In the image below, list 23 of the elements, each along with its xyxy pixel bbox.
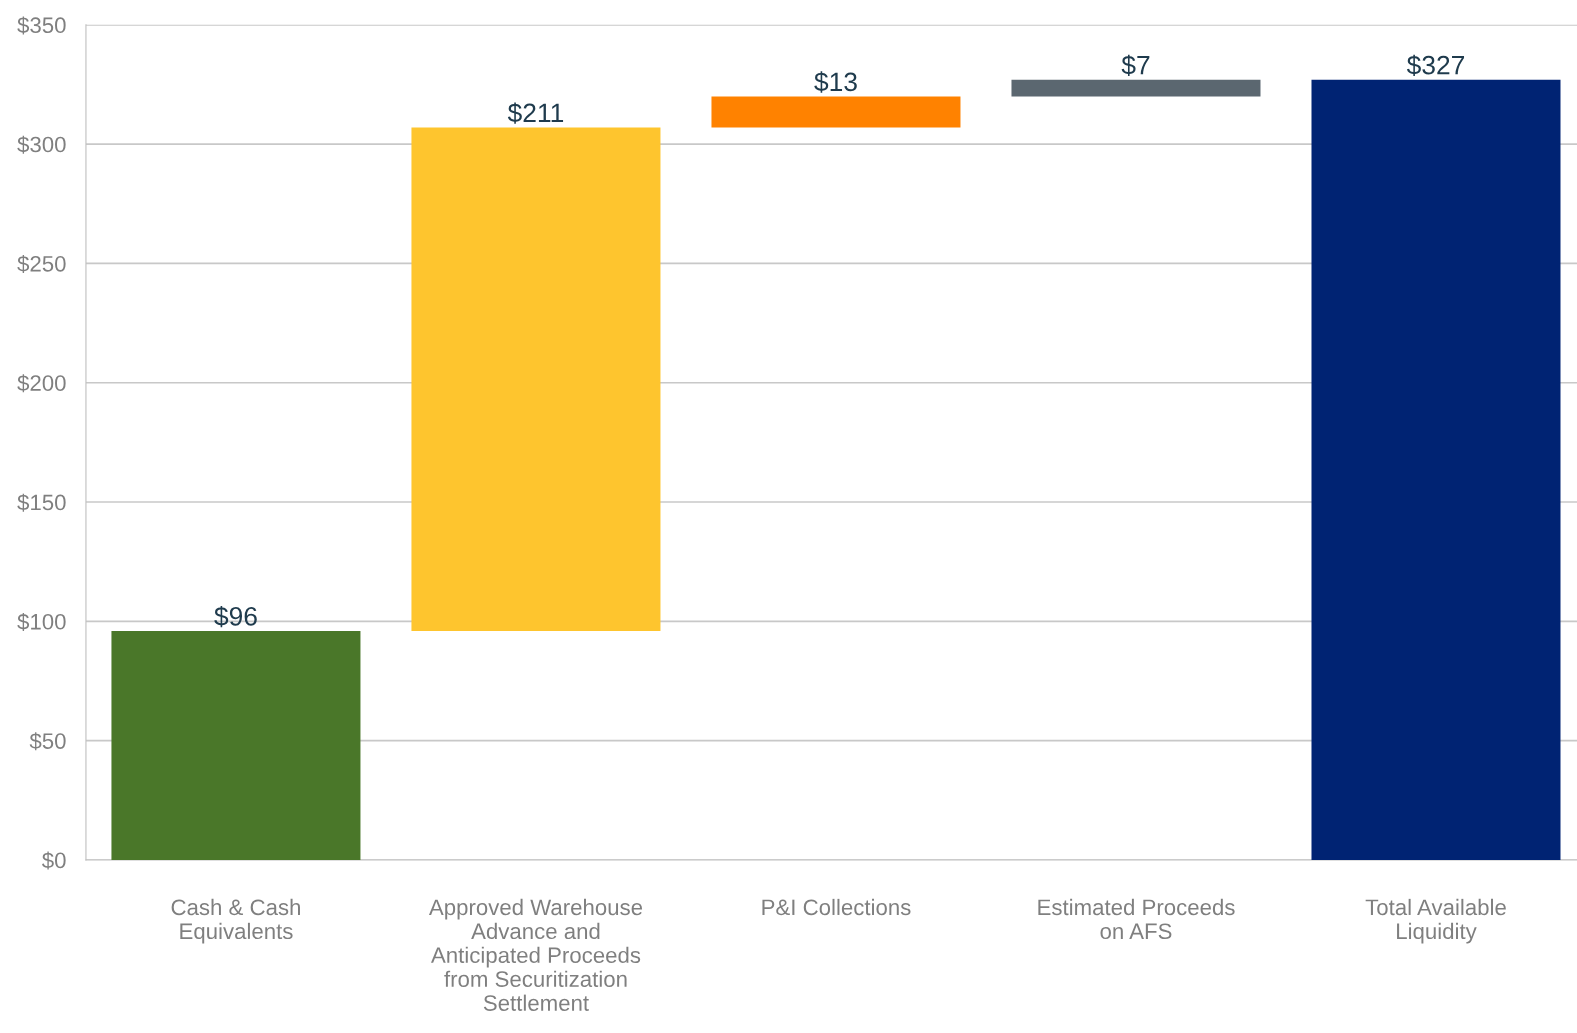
bar <box>111 630 361 860</box>
y-tick-label: $350 <box>17 16 66 35</box>
data-label: $7 <box>1121 54 1150 77</box>
x-tick-label: P&I Collections <box>762 898 911 916</box>
data-label: $96 <box>214 605 257 628</box>
bar <box>1311 79 1561 860</box>
data-label: $13 <box>814 71 857 93</box>
data-label: $327 <box>1406 54 1465 77</box>
y-tick-label: $0 <box>42 851 66 870</box>
x-tick-label: Approved Warehouse Advance and Anticipated Proceeds from Securitization Settlement <box>428 898 643 1011</box>
y-tick-label: $100 <box>17 612 66 631</box>
y-tick-label: $200 <box>17 374 66 393</box>
y-tick-label: $250 <box>17 255 66 274</box>
y-tick-label: $150 <box>17 493 66 512</box>
y-tick-label: $50 <box>29 732 66 751</box>
data-label: $211 <box>507 102 564 124</box>
bar <box>411 127 661 631</box>
x-tick-label: Cash & Cash Equivalents <box>171 898 300 944</box>
x-tick-label: Estimated Proceeds on AFS <box>1038 898 1235 940</box>
bar <box>711 96 961 128</box>
y-tick-label: $300 <box>17 135 66 154</box>
x-tick-label: Total Available Liquidity <box>1365 898 1506 944</box>
bar <box>1011 79 1261 97</box>
